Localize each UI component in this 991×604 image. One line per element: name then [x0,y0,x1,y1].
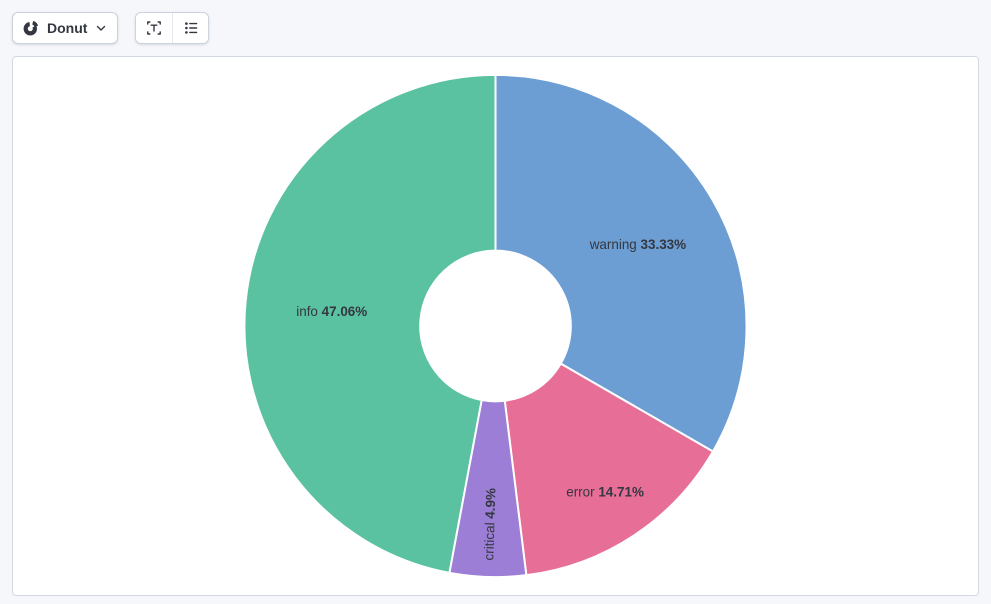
chart-panel: warning 33.33% error 14.71% critical 4.9% i… [12,56,979,596]
donut-slice-warning[interactable] [494,73,748,453]
slice-label-warning: warning 33.33% [589,236,686,251]
chart-toolbar: Donut [0,0,991,56]
slice-label-info: info 47.06% [296,303,367,318]
slice-label-critical: critical 4.9% [481,488,498,561]
donut-chart[interactable]: warning 33.33% error 14.71% critical 4.9% i… [13,57,978,595]
legend-icon [183,20,199,36]
donut-slice-error[interactable] [503,362,714,577]
donut-slice-info[interactable] [243,73,497,574]
donut-chart-icon [23,20,39,36]
legend-button[interactable] [172,13,209,43]
chart-options-button-group [135,12,210,44]
chart-type-label: Donut [47,20,88,36]
chart-type-dropdown[interactable]: Donut [12,12,119,44]
chevron-down-icon [95,22,107,34]
value-labels-button[interactable] [136,13,173,43]
value-labels-icon [146,20,162,36]
slice-label-error: error 14.71% [566,484,644,499]
